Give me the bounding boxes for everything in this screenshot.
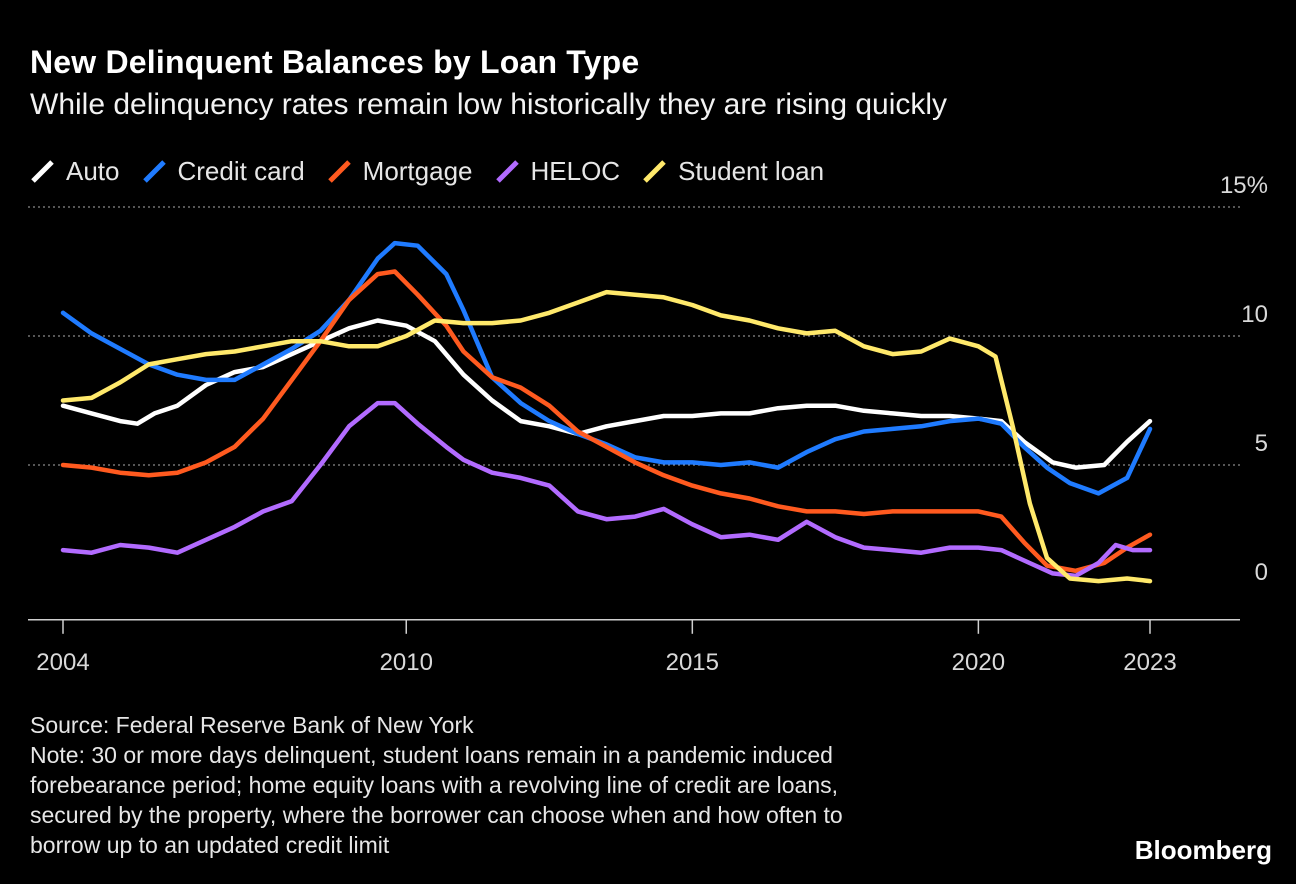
legend-label-student-loan: Student loan: [678, 156, 825, 186]
legend-item-mortgage: Mortgage: [327, 156, 473, 187]
note-line-3: secured by the property, where the borro…: [30, 802, 843, 828]
x-axis: 2004 2010 2015 2020 2023: [28, 619, 1240, 676]
x-tick-label-2020: 2020: [952, 649, 1005, 676]
x-tick-label-2023: 2023: [1123, 649, 1176, 676]
x-tick-label-2004: 2004: [36, 649, 89, 676]
gridlines: [28, 206, 1240, 466]
note-line-2: forebearance period; home equity loans w…: [30, 772, 839, 798]
legend-swatch-credit-card: [142, 159, 166, 183]
legend-swatch-student-loan: [643, 159, 666, 183]
footer-notes: Source: Federal Reserve Bank of New York…: [30, 710, 1030, 860]
y-tick-label-10: 10: [1241, 301, 1268, 328]
legend-item-heloc: HELOC: [495, 156, 621, 187]
legend-label-mortgage: Mortgage: [362, 156, 473, 186]
note-line-4: borrow up to an updated credit limit: [30, 832, 390, 858]
x-tick-label-2010: 2010: [380, 649, 433, 676]
legend-swatch-heloc: [495, 159, 519, 183]
y-tick-label-5: 5: [1255, 430, 1268, 457]
y-axis-labels: 0 5 10 15%: [1220, 172, 1268, 586]
legend-swatch-auto: [31, 159, 54, 183]
legend-label-heloc: HELOC: [530, 156, 621, 186]
y-tick-label-15: 15%: [1220, 172, 1268, 199]
series-line-mortgage: [60, 269, 1153, 574]
legend-item-auto: Auto: [30, 156, 120, 187]
series-line-heloc: [60, 400, 1153, 579]
x-tick-label-2015: 2015: [666, 649, 719, 676]
legend-label-auto: Auto: [66, 156, 120, 186]
note-line-1: Note: 30 or more days delinquent, studen…: [30, 742, 833, 768]
chart-subtitle: While delinquency rates remain low histo…: [30, 88, 948, 121]
source-text: Source: Federal Reserve Bank of New York: [30, 712, 474, 738]
series-line-credit-card: [60, 240, 1153, 496]
legend-item-student-loan: Student loan: [642, 156, 824, 187]
series-lines: [60, 240, 1153, 584]
series-line-student-loan: [60, 289, 1153, 584]
legend-item-credit-card: Credit card: [142, 156, 305, 187]
legend-swatch-mortgage: [327, 159, 351, 183]
chart-title: New Delinquent Balances by Loan Type: [30, 44, 640, 80]
legend-label-credit-card: Credit card: [177, 156, 305, 186]
y-tick-label-0: 0: [1255, 559, 1268, 586]
legend: Auto Credit card Mortgage HELOC Student …: [30, 156, 846, 187]
bloomberg-logo: Bloomberg: [1134, 835, 1272, 865]
